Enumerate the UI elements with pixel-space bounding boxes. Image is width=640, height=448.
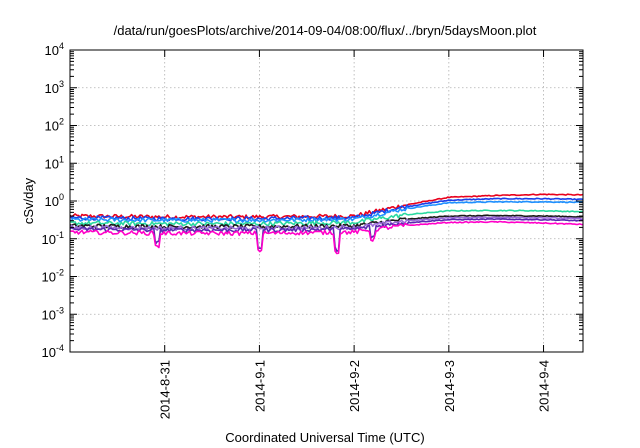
y-tick-label: 104 [45,41,64,58]
chart-title: /data/run/goesPlots/archive/2014-09-04/0… [114,23,537,38]
x-axis-label: Coordinated Universal Time (UTC) [225,430,424,445]
y-tick-label: 10-4 [42,343,64,360]
x-tick-label: 2014-9-3 [442,360,457,412]
y-axis: 10-4 10-3 10-2 10-1 100 101 102 103 104 [42,41,583,360]
series-line-1 [69,193,584,220]
series-line-6 [69,216,583,232]
y-tick-label: 10-3 [42,305,64,322]
series-line-4 [69,209,584,227]
y-tick-label: 103 [45,79,64,96]
y-tick-label: 10-2 [42,268,64,285]
grid [70,50,583,352]
y-axis-label: cSv/day [21,177,36,224]
x-tick-label: 2014-8-31 [158,360,173,419]
y-tick-label: 10-1 [42,230,64,247]
series-layer [69,193,584,255]
series-line-3 [69,200,584,224]
x-tick-label: 2014-9-4 [537,360,552,412]
series-line-5 [69,214,584,230]
x-tick-label: 2014-9-2 [347,360,362,412]
x-tick-label: 2014-9-1 [252,360,267,412]
y-tick-label: 102 [45,117,64,134]
x-axis: 2014-8-31 2014-9-1 2014-9-2 2014-9-3 2014-9-… [158,50,552,419]
y-tick-label: 100 [45,192,64,209]
series-line-8 [69,220,584,255]
y-tick-label: 101 [45,154,64,171]
